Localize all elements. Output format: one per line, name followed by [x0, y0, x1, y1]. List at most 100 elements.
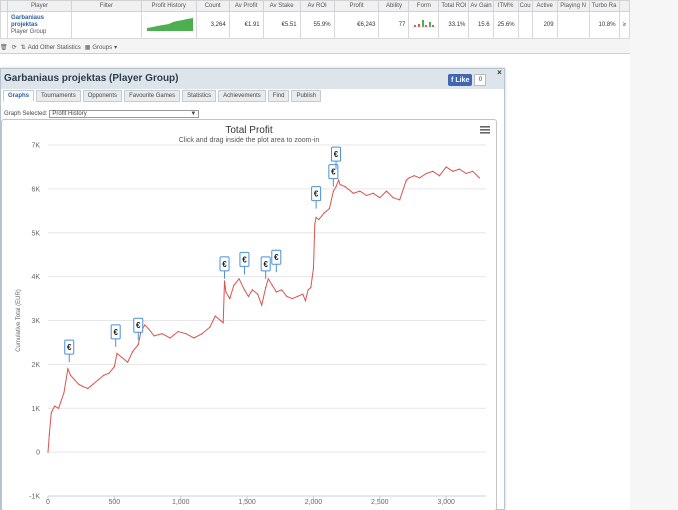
av-stake-cell: €5.51	[262, 11, 301, 39]
row-checkbox[interactable]	[0, 11, 8, 39]
data-point	[372, 192, 374, 194]
column-header[interactable]: Av Gain	[468, 0, 494, 12]
tab-publish[interactable]: Publish	[291, 90, 322, 102]
tab-favourite-games[interactable]: Favourite Games	[124, 90, 181, 102]
column-header[interactable]: ITM%	[492, 0, 519, 12]
av-roi-cell: 55.9%	[299, 11, 335, 39]
y-tick-label: 6K	[31, 186, 40, 193]
cash-flag[interactable]	[133, 317, 144, 333]
column-header[interactable]: Active	[531, 0, 558, 12]
add-statistics-label: Add Other Statistics	[27, 44, 81, 51]
cash-flag-label: €	[222, 260, 227, 269]
chart-menu-icon[interactable]	[480, 126, 490, 134]
column-header[interactable]: Playing N	[556, 0, 590, 12]
data-point	[148, 328, 150, 330]
add-statistics-icon: ⇅	[20, 45, 26, 51]
player-name-line-2[interactable]: projektas	[11, 21, 38, 28]
close-icon[interactable]: ×	[497, 68, 502, 77]
data-point	[238, 278, 240, 280]
groups-dropdown[interactable]: ▦ Groups ▾	[85, 44, 117, 52]
data-point	[229, 297, 231, 300]
data-point	[344, 186, 346, 188]
cash-flag-label: €	[242, 255, 247, 264]
cash-flag[interactable]	[331, 146, 342, 162]
graph-select-dropdown[interactable]: Profit History ▼	[49, 109, 200, 118]
table-row[interactable]: Garbaniaus projektas Player Group 3,264 …	[0, 11, 631, 39]
column-header[interactable]: Count	[195, 0, 230, 12]
player-type: Player Group	[11, 28, 47, 35]
tab-find[interactable]: Find	[267, 90, 290, 102]
cash-flag[interactable]	[110, 324, 121, 340]
data-point	[304, 300, 307, 302]
cash-flag[interactable]	[260, 256, 271, 272]
cash-flag[interactable]	[64, 339, 75, 355]
column-header[interactable]: Turbo Ra	[588, 0, 620, 12]
data-point	[261, 304, 263, 306]
column-header[interactable]: Av Stake	[262, 0, 301, 12]
data-point	[335, 186, 337, 188]
data-point	[438, 175, 441, 177]
y-tick-label: 3K	[31, 318, 40, 325]
tab-tournaments[interactable]: Tournaments	[36, 90, 81, 102]
column-header[interactable]: Profit History	[140, 0, 197, 12]
refresh-icon[interactable]: ⟳	[11, 45, 17, 51]
player-name-line-1[interactable]: Garbaniaus	[11, 14, 45, 21]
data-point	[169, 337, 171, 339]
player-stats-panel: Player Filter Profit History Count Av Pr…	[0, 0, 631, 54]
data-point	[201, 333, 203, 335]
column-header[interactable]: Av ROI	[299, 0, 335, 12]
data-point	[223, 280, 226, 282]
data-point	[281, 289, 283, 291]
profit-chart[interactable]: Total Profit Click and drag inside the pl…	[1, 119, 497, 510]
y-tick-label: 7K	[31, 143, 40, 150]
data-point	[214, 315, 216, 317]
tab-opponents[interactable]: Opponents	[82, 90, 123, 102]
itm-cell: 25.6%	[492, 11, 519, 39]
cou-cell	[517, 11, 533, 39]
y-tick-label: 1K	[31, 406, 40, 413]
tab-statistics[interactable]: Statistics	[182, 90, 217, 102]
filter-cell[interactable]	[70, 11, 142, 39]
data-point	[296, 295, 299, 297]
data-point	[58, 407, 60, 409]
data-point	[338, 179, 340, 181]
player-cell[interactable]: Garbaniaus projektas Player Group	[7, 11, 72, 39]
column-header[interactable]: Cou	[517, 0, 533, 12]
column-header[interactable]: Form	[408, 0, 440, 12]
column-header[interactable]: Av Profit	[228, 0, 264, 12]
graph-selector: Graph Selected: Profit History ▼	[4, 109, 200, 118]
data-point	[413, 175, 415, 177]
select-column-header[interactable]	[0, 0, 8, 12]
data-point	[132, 350, 134, 352]
cash-flag[interactable]	[239, 251, 250, 267]
data-point	[97, 379, 100, 381]
graph-selected-label: Graph Selected:	[4, 110, 48, 117]
y-tick-label: -1K	[29, 494, 40, 501]
column-header[interactable]: Total ROI	[438, 0, 470, 12]
data-point	[312, 267, 315, 269]
data-point	[247, 295, 250, 297]
column-header[interactable]: Player	[7, 0, 72, 12]
column-header[interactable]: Ability	[378, 0, 410, 12]
x-tick-label: 500	[109, 499, 121, 506]
page-right-gutter	[630, 0, 678, 510]
column-header[interactable]: Filter	[70, 0, 142, 12]
facebook-like-button[interactable]: f Like	[448, 74, 473, 86]
data-point	[379, 197, 381, 199]
cash-flag[interactable]	[271, 249, 282, 265]
data-point	[251, 289, 253, 291]
tab-achievements[interactable]: Achievements	[218, 90, 266, 102]
data-point	[419, 177, 421, 179]
delete-icon[interactable]: 🗑	[0, 45, 8, 51]
data-point	[225, 291, 227, 293]
tab-graphs[interactable]: Graphs	[3, 90, 35, 102]
cash-flag-label: €	[274, 253, 279, 262]
cash-flag-label: €	[67, 343, 72, 352]
cash-flag[interactable]	[219, 256, 230, 272]
data-point	[92, 383, 94, 385]
x-tick-label: 1,000	[172, 499, 190, 506]
add-statistics-button[interactable]: ⇅ Add Other Statistics	[20, 44, 81, 52]
cash-flag[interactable]	[311, 186, 322, 202]
column-header[interactable]: Profit	[333, 0, 380, 12]
